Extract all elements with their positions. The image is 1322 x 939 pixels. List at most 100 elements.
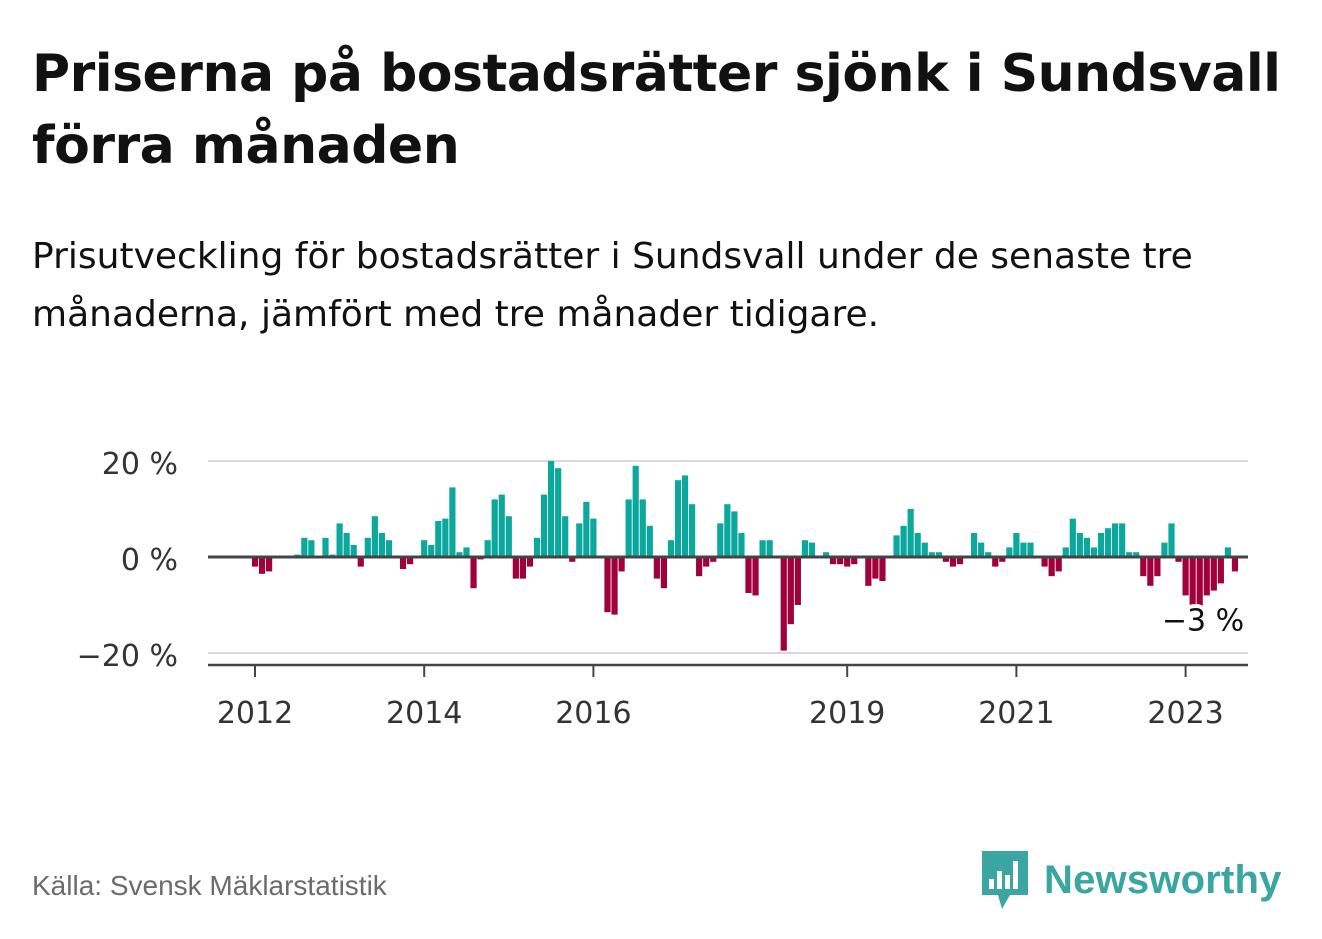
bar [872, 557, 879, 579]
bar [258, 557, 266, 574]
bar [1055, 557, 1062, 572]
page-title: Priserna på bostadsrätter sjönk i Sundsv… [32, 44, 1281, 176]
bar [266, 557, 273, 572]
bar [844, 557, 851, 567]
bar [1168, 523, 1175, 557]
brand-name: Newsworthy [1044, 857, 1282, 902]
newsworthy-logo-icon [982, 851, 1028, 909]
bar [851, 557, 858, 565]
bar [900, 525, 907, 557]
bar [1090, 547, 1098, 557]
bar [618, 557, 625, 572]
bar [1126, 552, 1133, 557]
x-tick-label: 2021 [978, 696, 1054, 731]
bar [830, 557, 837, 565]
bar [696, 557, 703, 577]
bar [1020, 542, 1027, 557]
x-tick-label: 2012 [217, 696, 293, 731]
x-tick-label: 2014 [386, 696, 462, 731]
bar [956, 557, 964, 565]
bar [921, 542, 928, 557]
bar [407, 557, 414, 565]
x-tick-label: 2019 [809, 696, 885, 731]
bar [893, 535, 900, 557]
bar [949, 557, 957, 567]
bar [1069, 518, 1076, 557]
source-note: Källa: Svensk Mäklarstatistik [32, 870, 387, 901]
bar [653, 557, 660, 579]
bar [385, 540, 393, 557]
bar [928, 552, 935, 557]
bar [470, 557, 477, 589]
page-subtitle: Prisutveckling för bostadsrätter i Sunds… [32, 236, 1193, 335]
y-tick-label: −20 % [77, 639, 178, 674]
bar [428, 545, 435, 557]
bar [1210, 557, 1217, 591]
bar [548, 461, 555, 557]
bar [1224, 547, 1231, 557]
bar [646, 525, 653, 557]
bar [724, 504, 731, 557]
bar [1027, 542, 1034, 557]
bar [1048, 557, 1055, 577]
bar [322, 537, 329, 557]
bar [1140, 557, 1147, 577]
bar [738, 533, 745, 557]
bar [1097, 533, 1105, 557]
bar [336, 523, 343, 557]
bar [935, 552, 942, 557]
brand-logo: Newsworthy [980, 848, 1282, 912]
bar [745, 557, 752, 593]
bar [569, 557, 576, 562]
bar [879, 557, 886, 581]
bar [442, 518, 449, 557]
bar [1231, 557, 1239, 572]
bar [942, 557, 949, 562]
bar [435, 521, 442, 557]
bar [1062, 547, 1069, 557]
bar [808, 542, 816, 557]
y-tick-label: 20 % [102, 447, 178, 482]
bar [1154, 557, 1161, 577]
bar [914, 533, 921, 557]
bar [759, 540, 766, 557]
bar [787, 557, 794, 625]
bar [717, 523, 724, 557]
bar [1196, 557, 1203, 617]
bar [498, 494, 505, 557]
bar [1175, 557, 1182, 562]
bar [350, 545, 357, 557]
bar [378, 533, 385, 557]
bar [703, 557, 710, 567]
bar [752, 557, 759, 596]
bar [519, 557, 526, 579]
bar [583, 501, 590, 557]
bar [456, 552, 463, 557]
last-value-label-halo: −3 % [1162, 603, 1244, 638]
bar [611, 557, 618, 615]
bar [576, 523, 583, 557]
bar [421, 540, 428, 557]
bar [251, 557, 259, 567]
bar [562, 516, 569, 557]
bar [1083, 537, 1090, 557]
bar [837, 557, 844, 565]
bar [399, 557, 407, 569]
bar [625, 499, 632, 557]
bar [985, 552, 992, 557]
bar [1076, 533, 1083, 557]
y-tick-label: 0 % [121, 543, 178, 578]
bar [1161, 542, 1168, 557]
bar [1182, 557, 1189, 596]
bar [731, 511, 738, 557]
bar [555, 468, 562, 557]
bar [660, 557, 667, 589]
bar [1112, 523, 1119, 557]
x-tick-label: 2023 [1147, 696, 1223, 731]
bar [371, 516, 378, 557]
bar [512, 557, 519, 579]
bar [992, 557, 999, 567]
bar [978, 542, 985, 557]
bar [590, 518, 597, 557]
bar [822, 552, 830, 557]
